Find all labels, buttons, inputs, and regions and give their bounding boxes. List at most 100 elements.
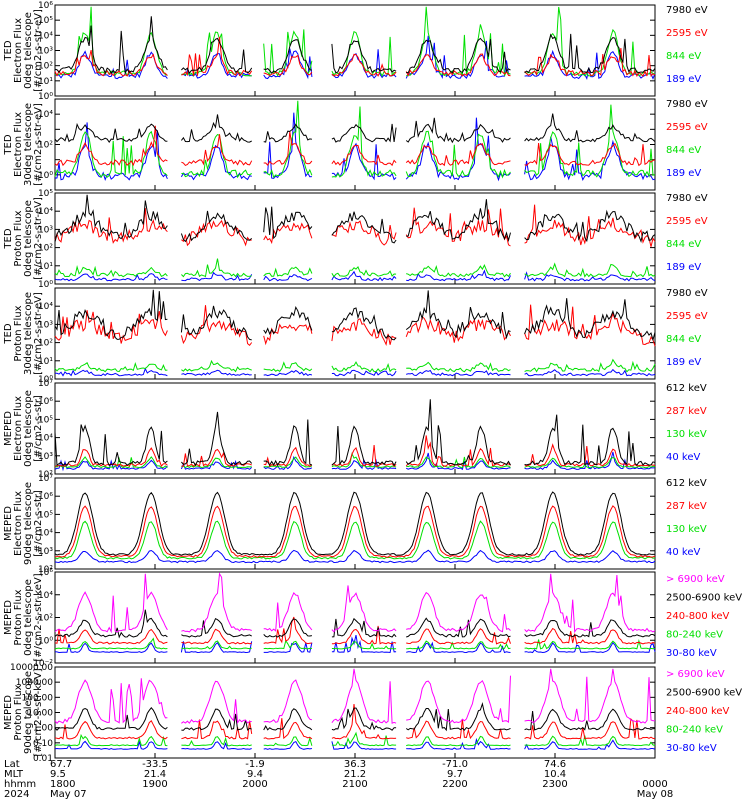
legend-entry: 844 eV (666, 334, 701, 345)
panel-4-series-1-line (55, 367, 656, 377)
y-tick-label: 10⁵ (38, 415, 53, 425)
legend-entry: 30-80 keV (666, 648, 717, 659)
panel-2-series-2-line (54, 100, 656, 179)
y-tick-label: 10⁴ (38, 591, 53, 601)
x-axis-tick-label: 2200 (442, 779, 467, 790)
y-tick-label: 10⁴ (38, 302, 53, 312)
legend-entry: 189 eV (666, 168, 701, 179)
panel-ylabel-line: [#/cm2-s-str-eV] (33, 9, 44, 92)
x-axis-tick-label: 67.7 (50, 759, 72, 770)
x-axis-tick-label: 21.4 (144, 769, 166, 780)
panel-ylabel-line: TED (3, 323, 14, 344)
y-tick-label: 0.10 (33, 739, 53, 749)
y-tick-label: 10⁶ (38, 568, 53, 578)
legend-entry: 287 keV (666, 501, 707, 512)
legend-entry: 130 keV (666, 429, 707, 440)
panel-ylabel-line: 0deg telescope (23, 579, 34, 656)
panel-5: 10⁷ 10⁶ 10⁵ 10⁴ 10³ 10² MEPED Electron Flux 0deg… (3, 379, 707, 480)
y-tick-label: 10⁶ (38, 1, 53, 11)
panel-frame (54, 287, 656, 380)
panel-ylabel-line: Proton Flux (13, 210, 24, 266)
x-axis-tick-label: 2000 (242, 779, 267, 790)
y-tick-label: 10⁰ (38, 375, 53, 385)
legend-entry: 2595 eV (666, 122, 708, 133)
panel-7-series-4-line (54, 609, 656, 639)
y-tick-label: 10⁷ (38, 474, 53, 484)
y-tick-label: 10⁶ (38, 492, 53, 502)
panel-ylabel-line: [#/cm2-s-str-keV] (33, 573, 44, 661)
panel-6-series-2-line (54, 520, 656, 560)
panel-ylabel-line: TED (3, 134, 14, 155)
y-tick-label: 10000.00 (10, 663, 53, 673)
x-axis-row-hhmm: hhmm 1800 1900 2000 2100 2200 2300 0000 (4, 779, 668, 790)
x-axis-tick-label: 2100 (342, 779, 367, 790)
legend-entry: 80-240 keV (666, 725, 723, 736)
x-axis-row-label: MLT (4, 769, 24, 780)
y-tick-label: 10⁷ (38, 379, 53, 389)
panel-8: 10000.00 1000.00 100.00 10.00 1.00 0.10 0.01 ME… (3, 663, 742, 764)
legend-entry: 240-800 keV (666, 611, 730, 622)
x-axis-tick-label: 1800 (50, 779, 75, 790)
panel-ylabel-line: Proton Flux (13, 589, 24, 645)
y-tick-label: 10¹ (38, 357, 53, 367)
x-axis-row-2024: 2024 May 07 May 08 (4, 789, 673, 800)
panel-4-series-2-line (54, 358, 656, 373)
y-tick-label: 10³ (38, 225, 53, 235)
panel-ylabel-line: Proton Flux (13, 305, 24, 361)
panel-ylabel-line: [#/cm2-s-str-eV] (33, 197, 44, 280)
x-axis-tick-label: -71.0 (442, 759, 468, 770)
y-tick-label: 10⁶ (38, 397, 53, 407)
panel-8-series-2-line (54, 731, 656, 747)
x-axis-row-lat: Lat 67.7 -33.5 -1.9 36.3 -71.0 74.6 (4, 759, 566, 770)
panel-7-series-5-line (54, 572, 656, 634)
y-tick-label: 10¹ (38, 77, 53, 87)
y-tick-label: 10² (38, 339, 53, 349)
x-axis-tick-label: 1900 (142, 779, 167, 790)
legend-entry: 612 keV (666, 383, 707, 394)
legend-entry: 844 eV (666, 145, 701, 156)
legend-entry: 7980 eV (666, 5, 708, 16)
panel-4: 10⁴ 10³ 10² 10¹ 10⁰ TED Proton Flux 30deg teles… (3, 287, 708, 385)
panel-ylabel-line: 0deg telescope (23, 12, 34, 89)
y-tick-label: 1.00 (33, 724, 53, 734)
y-tick-label: 10³ (38, 320, 53, 330)
legend-entry: 30-80 keV (666, 743, 717, 754)
y-tick-label: 10⁴ (38, 529, 53, 539)
panel-4-series-3-line (54, 304, 656, 347)
x-axis-row-mlt: MLT 9.5 21.4 9.4 21.2 9.7 10.4 (4, 769, 566, 780)
panel-7-series-2-line (54, 637, 656, 650)
y-tick-label: 10⁴ (38, 434, 53, 444)
y-tick-label: 10² (38, 470, 53, 480)
y-tick-label: 10⁵ (38, 16, 53, 26)
panel-3: 10⁵ 10⁴ 10³ 10² 10¹ 10⁰ TED Proton Flux 0deg tel… (3, 189, 708, 290)
panel-2-series-3-line (54, 125, 656, 167)
legend-entry: 189 eV (666, 74, 701, 85)
legend-entry: 612 keV (666, 478, 707, 489)
panel-ylabel-line: [#/cm2-s-str-eV] (33, 103, 44, 186)
legend-entry: 2595 eV (666, 311, 708, 322)
y-tick-label: 10⁰ (38, 92, 53, 102)
panel-6: 10⁷ 10⁶ 10⁵ 10⁴ 10³ 10² MEPED Electron Flux 90de… (3, 474, 707, 575)
panel-3-series-4-line (54, 194, 656, 244)
legend-entry: 287 keV (666, 406, 707, 417)
legend-entry: 2500-6900 keV (666, 688, 742, 699)
x-axis-tick-label: 9.4 (247, 769, 263, 780)
panel-ylabel-line: 30deg telescope (23, 103, 34, 186)
panel-ylabel-line: TED (3, 40, 14, 61)
legend-entry: 189 eV (666, 262, 701, 273)
y-tick-label: 10³ (38, 452, 53, 462)
legend-entry: 130 keV (666, 524, 707, 535)
y-tick-label: 10⁰ (38, 280, 53, 290)
legend-entry: > 6900 keV (666, 574, 725, 585)
x-axis-row-label: hhmm (4, 779, 36, 790)
panel-ylabel-line: 90deg telescope (23, 671, 34, 754)
x-axis-tick-label: 10.4 (544, 769, 566, 780)
panel-ylabel-line: [#/cm2-s-str] (33, 490, 44, 557)
panel-2-series-1-line (54, 112, 656, 182)
legend-entry: 240-800 keV (666, 706, 730, 717)
legend-entry: > 6900 keV (666, 669, 725, 680)
y-tick-label: 10⁴ (38, 31, 53, 41)
legend-entry: 40 keV (666, 452, 700, 463)
panel-1-series-1-line (54, 35, 656, 81)
